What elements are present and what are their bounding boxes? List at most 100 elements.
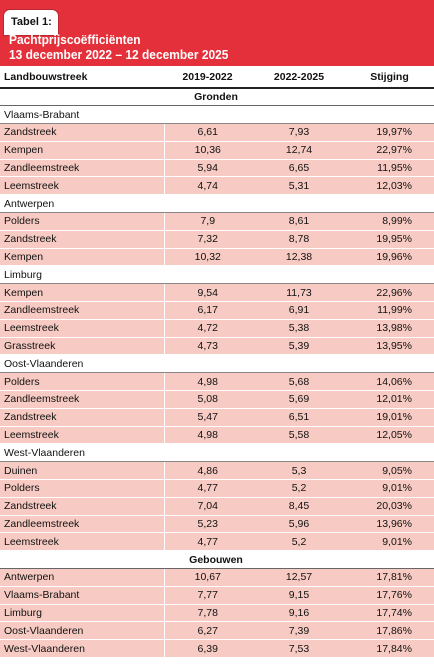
- cell-landbouwstreek: Kempen: [0, 283, 165, 303]
- cell-landbouwstreek: Zandleemstreek: [0, 301, 165, 320]
- cell-stijging: 17,86%: [347, 621, 434, 641]
- cell-2019-2022: 5,47: [164, 408, 253, 427]
- region-name: Limburg: [0, 265, 434, 285]
- cell-landbouwstreek: Zandstreek: [0, 123, 165, 142]
- cell-2022-2025: 5,3: [253, 461, 347, 481]
- section-title: Gebouwen: [0, 550, 434, 570]
- table-row: Zandstreek 7,04 8,45 20,03%: [0, 497, 434, 516]
- cell-2022-2025: 5,38: [253, 319, 347, 338]
- cell-landbouwstreek: Leemstreek: [0, 319, 165, 338]
- cell-landbouwstreek: Zandstreek: [0, 230, 165, 249]
- region-name: West-Vlaanderen: [0, 443, 434, 463]
- cell-stijging: 19,96%: [347, 248, 434, 267]
- table-row: Zandleemstreek 5,23 5,96 13,96%: [0, 515, 434, 534]
- cell-landbouwstreek: Grasstreek: [0, 337, 165, 356]
- table-row: Antwerpen 10,67 12,57 17,81%: [0, 568, 434, 587]
- table-tab-label: Tabel 1:: [11, 16, 52, 28]
- cell-2019-2022: 6,39: [164, 639, 253, 658]
- cell-2022-2025: 7,39: [253, 621, 347, 641]
- cell-stijging: 13,95%: [347, 337, 434, 356]
- table-body: Gronden Vlaams-Brabant Zandstreek 6,61 7,93 1…: [0, 88, 434, 658]
- table-row: Grasstreek 4,73 5,39 13,95%: [0, 337, 434, 356]
- table-row: Vlaams-Brabant 7,77 9,15 17,76%: [0, 586, 434, 605]
- cell-stijging: 9,01%: [347, 532, 434, 552]
- table-row: Kempen 10,36 12,74 22,97%: [0, 141, 434, 160]
- cell-2019-2022: 7,9: [164, 212, 253, 231]
- cell-stijging: 12,05%: [347, 426, 434, 445]
- cell-2019-2022: 4,77: [164, 479, 253, 498]
- cell-stijging: 13,98%: [347, 319, 434, 338]
- table-row: Polders 4,77 5,2 9,01%: [0, 479, 434, 498]
- table-row: Leemstreek 4,98 5,58 12,05%: [0, 426, 434, 445]
- table-row: Zandleemstreek 5,94 6,65 11,95%: [0, 159, 434, 178]
- table-row: Oost-Vlaanderen 6,27 7,39 17,86%: [0, 621, 434, 641]
- cell-landbouwstreek: Kempen: [0, 248, 165, 267]
- region-row: Antwerpen: [0, 194, 434, 214]
- cell-landbouwstreek: Oost-Vlaanderen: [0, 621, 165, 641]
- cell-2019-2022: 6,17: [164, 301, 253, 320]
- cell-stijging: 17,81%: [347, 568, 434, 587]
- cell-2022-2025: 5,39: [253, 337, 347, 356]
- column-header-row: Landbouwstreek 2019-2022 2022-2025 Stijg…: [0, 66, 434, 89]
- region-name: Vlaams-Brabant: [0, 105, 434, 125]
- cell-2019-2022: 4,74: [164, 176, 253, 196]
- section-row: Gebouwen: [0, 550, 434, 570]
- region-row: West-Vlaanderen: [0, 443, 434, 463]
- table-title: Pachtprijscoëfficiënten: [9, 32, 141, 47]
- cell-landbouwstreek: Zandstreek: [0, 497, 165, 516]
- cell-stijging: 19,01%: [347, 408, 434, 427]
- cell-stijging: 8,99%: [347, 212, 434, 231]
- table-row: Zandleemstreek 6,17 6,91 11,99%: [0, 301, 434, 320]
- cell-2022-2025: 5,68: [253, 372, 347, 392]
- table-row: Zandstreek 6,61 7,93 19,97%: [0, 123, 434, 142]
- cell-stijging: 14,06%: [347, 372, 434, 392]
- region-name: Oost-Vlaanderen: [0, 354, 434, 374]
- cell-2019-2022: 4,98: [164, 426, 253, 445]
- cell-stijging: 12,01%: [347, 390, 434, 409]
- region-name: Antwerpen: [0, 194, 434, 214]
- cell-2019-2022: 5,08: [164, 390, 253, 409]
- cell-2019-2022: 5,23: [164, 515, 253, 534]
- cell-2022-2025: 11,73: [253, 283, 347, 303]
- cell-2019-2022: 6,61: [164, 123, 253, 142]
- cell-2019-2022: 10,36: [164, 141, 253, 160]
- table-subtitle-dates: 13 december 2022 – 12 december 2025: [9, 47, 229, 62]
- column-header-landbouwstreek: Landbouwstreek: [0, 66, 164, 89]
- cell-2019-2022: 9,54: [164, 283, 253, 303]
- table-row: West-Vlaanderen 6,39 7,53 17,84%: [0, 639, 434, 658]
- cell-2022-2025: 5,58: [253, 426, 347, 445]
- region-row: Oost-Vlaanderen: [0, 354, 434, 374]
- cell-2022-2025: 6,91: [253, 301, 347, 320]
- cell-stijging: 12,03%: [347, 176, 434, 196]
- cell-2019-2022: 4,98: [164, 372, 253, 392]
- cell-2019-2022: 6,27: [164, 621, 253, 641]
- cell-stijging: 13,96%: [347, 515, 434, 534]
- cell-landbouwstreek: Leemstreek: [0, 426, 165, 445]
- table-row: Leemstreek 4,77 5,2 9,01%: [0, 532, 434, 552]
- table-row: Leemstreek 4,72 5,38 13,98%: [0, 319, 434, 338]
- cell-landbouwstreek: Polders: [0, 479, 165, 498]
- cell-2022-2025: 8,45: [253, 497, 347, 516]
- pacht-table: Landbouwstreek 2019-2022 2022-2025 Stijg…: [0, 66, 434, 658]
- cell-2019-2022: 4,86: [164, 461, 253, 481]
- cell-2022-2025: 12,74: [253, 141, 347, 160]
- cell-stijging: 11,99%: [347, 301, 434, 320]
- cell-2022-2025: 7,93: [253, 123, 347, 142]
- cell-landbouwstreek: Zandstreek: [0, 408, 165, 427]
- cell-landbouwstreek: Kempen: [0, 141, 165, 160]
- table-tab-badge: Tabel 1:: [3, 9, 59, 36]
- cell-stijging: 22,97%: [347, 141, 434, 160]
- cell-2022-2025: 6,65: [253, 159, 347, 178]
- cell-stijging: 17,74%: [347, 604, 434, 623]
- cell-stijging: 17,84%: [347, 639, 434, 658]
- section-row: Gronden: [0, 88, 434, 107]
- cell-stijging: 9,01%: [347, 479, 434, 498]
- cell-2019-2022: 7,32: [164, 230, 253, 249]
- cell-2022-2025: 5,2: [253, 479, 347, 498]
- cell-landbouwstreek: Zandleemstreek: [0, 390, 165, 409]
- section-title: Gronden: [0, 88, 434, 107]
- cell-2019-2022: 4,72: [164, 319, 253, 338]
- cell-stijging: 9,05%: [347, 461, 434, 481]
- table-header-banner: Tabel 1: Pachtprijscoëfficiënten 13 dece…: [0, 0, 434, 66]
- cell-landbouwstreek: Duinen: [0, 461, 165, 481]
